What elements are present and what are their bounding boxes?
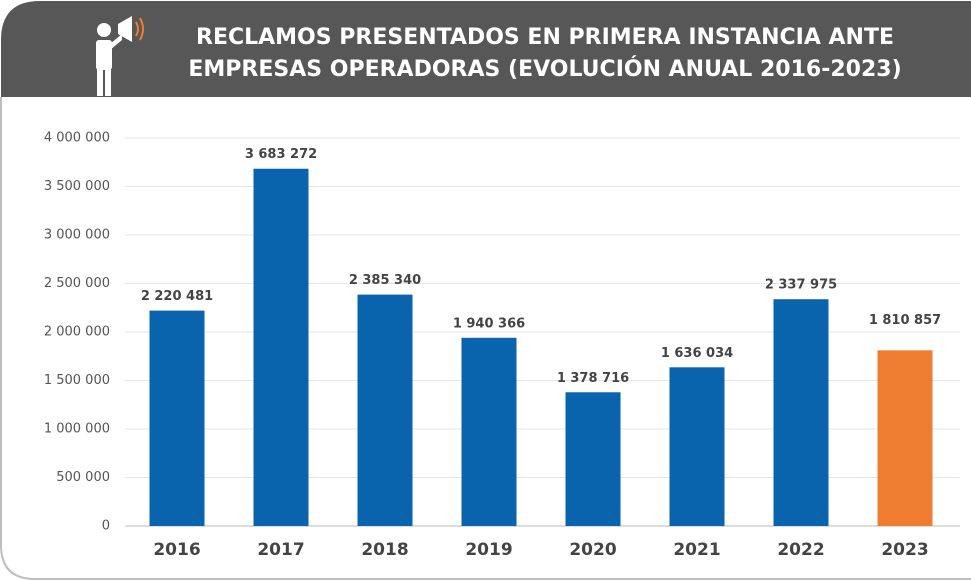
y-tick-label: 2 000 000 xyxy=(44,325,110,340)
y-tick-label: 0 xyxy=(102,519,110,534)
header-band xyxy=(1,1,971,97)
megaphone-icon xyxy=(96,16,132,96)
sound-waves xyxy=(135,17,144,41)
y-tick-label: 1 000 000 xyxy=(44,422,110,437)
bar xyxy=(773,299,829,526)
value-label: 1 810 857 xyxy=(869,313,941,328)
y-tick-label: 1 500 000 xyxy=(44,373,110,388)
y-tick-label: 3 000 000 xyxy=(44,228,110,243)
value-label: 2 385 340 xyxy=(349,273,421,288)
value-label: 1 940 366 xyxy=(453,316,525,331)
value-label: 1 636 034 xyxy=(661,346,733,361)
value-label: 2 220 481 xyxy=(141,289,213,304)
x-tick-label: 2020 xyxy=(569,540,616,560)
value-label: 3 683 272 xyxy=(245,147,317,162)
x-tick-label: 2022 xyxy=(777,540,824,560)
bar xyxy=(149,310,205,526)
y-tick-label: 4 000 000 xyxy=(44,131,110,146)
bar xyxy=(669,367,725,526)
value-label: 1 378 716 xyxy=(557,371,629,386)
bar xyxy=(461,337,517,526)
y-tick-label: 3 500 000 xyxy=(44,179,110,194)
y-tick-label: 500 000 xyxy=(56,470,110,485)
bar xyxy=(565,392,621,526)
x-tick-label: 2016 xyxy=(153,540,200,560)
frame xyxy=(0,97,971,580)
chart-title: EMPRESAS OPERADORAS (EVOLUCIÓN ANUAL 201… xyxy=(188,56,901,82)
bar xyxy=(253,168,309,527)
bar xyxy=(877,350,933,526)
x-tick-label: 2023 xyxy=(881,540,928,560)
bar xyxy=(357,294,413,526)
x-tick-label: 2019 xyxy=(465,540,512,560)
y-tick-label: 2 500 000 xyxy=(44,276,110,291)
x-tick-label: 2021 xyxy=(673,540,720,560)
value-label: 2 337 975 xyxy=(765,278,837,293)
x-tick-label: 2018 xyxy=(361,540,408,560)
chart-title: RECLAMOS PRESENTADOS EN PRIMERA INSTANCI… xyxy=(196,25,894,50)
x-tick-label: 2017 xyxy=(257,540,304,560)
